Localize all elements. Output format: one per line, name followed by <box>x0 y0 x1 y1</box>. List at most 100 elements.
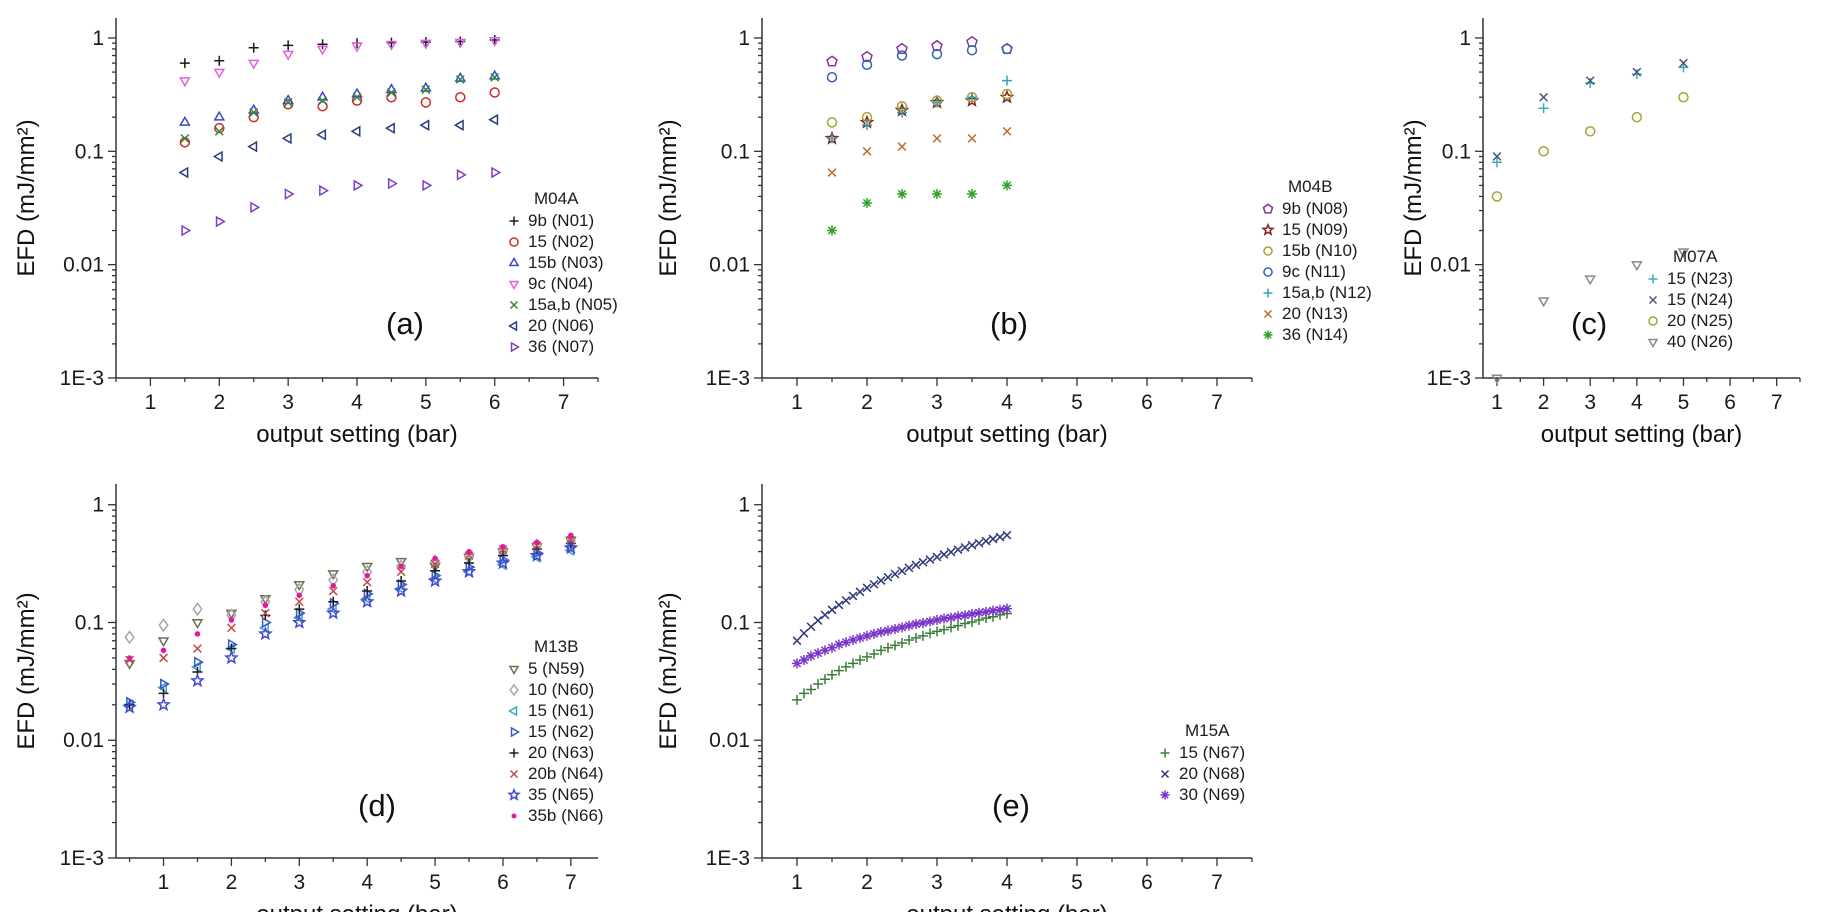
legend-title: M15A <box>1185 721 1230 740</box>
x-axis-ticks <box>761 378 1253 386</box>
y-axis-tick-labels: 1E-3 0.01 0.1 1 <box>60 494 104 870</box>
svg-text:3: 3 <box>293 871 305 894</box>
legend-item-label: 35 (N65) <box>528 785 595 804</box>
svg-text:0.01: 0.01 <box>1430 254 1471 277</box>
legend-item-label: 15a,b (N12) <box>1282 283 1372 302</box>
asterisk-marker-icon <box>1160 790 1170 799</box>
series-36 (N14) <box>827 180 1012 236</box>
panel-d-plot: 1 2 3 4 5 6 7 1E-3 0.01 0.1 1 output setting (bar) E… <box>13 484 598 912</box>
triangle-right-marker-icon <box>510 341 520 352</box>
axes <box>115 484 598 859</box>
y-axis-ticks <box>754 37 762 379</box>
y-axis-tick-labels: 1E-3 0.01 0.1 1 <box>706 27 750 390</box>
panel-c-tag: (c) <box>1571 306 1608 341</box>
plus-marker-icon <box>509 748 519 757</box>
plus-marker-icon <box>509 216 519 225</box>
x-axis-tick-labels: 1 2 3 4 5 6 7 <box>1491 391 1782 414</box>
panel-c-legend: M07A 15 (N23) 15 (N24) 20 (N25) 40 (N26) <box>1643 246 1733 352</box>
legend-title: M07A <box>1673 247 1718 266</box>
circle-marker-icon <box>1263 266 1273 277</box>
legend-item: 9b (N08) <box>1258 198 1372 219</box>
circle-marker-icon <box>1263 245 1273 256</box>
y-axis-title: EFD (mJ/mm²) <box>655 119 682 276</box>
legend-item: 20 (N25) <box>1643 310 1733 331</box>
panel-a-plot: 1 2 3 4 5 6 7 1E-3 0.01 0.1 1 output setting (bar) E… <box>13 18 599 448</box>
series-10 (N60) <box>124 533 577 645</box>
legend-title: M04A <box>534 189 579 208</box>
panel-e-legend: M15A 15 (N67) 20 (N68) 30 (N69) <box>1155 720 1245 805</box>
triangle-down-marker-icon <box>508 665 520 675</box>
svg-text:0.01: 0.01 <box>63 729 104 752</box>
legend-item: 20 (N06) <box>504 315 618 336</box>
svg-text:4: 4 <box>351 391 363 414</box>
svg-text:0.01: 0.01 <box>709 729 750 752</box>
legend-item: 5 (N59) <box>504 658 604 679</box>
svg-text:1E-3: 1E-3 <box>706 847 750 870</box>
legend-item-label: 36 (N07) <box>528 337 595 356</box>
legend-item: 15b (N10) <box>1258 240 1372 261</box>
series-20 (N25) <box>1491 91 1689 202</box>
svg-text:1: 1 <box>791 391 803 414</box>
svg-text:1E-3: 1E-3 <box>1427 367 1471 390</box>
y-axis-tick-labels: 1E-3 0.01 0.1 1 <box>60 27 104 390</box>
legend-item-label: 9c (N11) <box>1282 262 1346 281</box>
legend-item: 35 (N65) <box>504 784 604 805</box>
svg-text:0.01: 0.01 <box>709 254 750 277</box>
y-axis-title: EFD (mJ/mm²) <box>1400 119 1427 276</box>
svg-text:6: 6 <box>1141 391 1153 414</box>
legend-item: 15a,b (N05) <box>504 294 618 315</box>
legend-item-label: 15 (N02) <box>528 232 595 251</box>
svg-text:0.1: 0.1 <box>721 140 750 163</box>
x-axis-tick-labels: 1 2 3 4 5 6 7 <box>791 871 1223 894</box>
y-axis-tick-labels: 1E-3 0.01 0.1 1 <box>706 494 750 870</box>
svg-text:5: 5 <box>429 871 441 894</box>
series-9b (N01) <box>179 34 500 69</box>
series-35b (N66) <box>126 532 574 661</box>
panel-b-plot: 1 2 3 4 5 6 7 1E-3 0.01 0.1 1 output setting (bar) E… <box>655 18 1253 448</box>
svg-text:2: 2 <box>861 391 873 414</box>
x-marker-icon <box>509 300 519 309</box>
legend-item-label: 20 (N06) <box>528 316 595 335</box>
x-axis-tick-labels: 1 2 3 4 5 6 7 <box>791 391 1223 414</box>
legend-item-label: 9b (N08) <box>1282 199 1349 218</box>
y-axis-title: EFD (mJ/mm²) <box>13 592 40 749</box>
series-9c (N11) <box>826 43 1013 83</box>
svg-text:1: 1 <box>92 27 104 50</box>
svg-text:1: 1 <box>92 494 104 517</box>
svg-text:0.1: 0.1 <box>75 611 104 634</box>
y-axis-title: EFD (mJ/mm²) <box>655 592 682 749</box>
panel-c: 1 2 3 4 5 6 7 1E-3 0.01 0.1 1 output setting (bar) E… <box>1395 4 1825 452</box>
panel-e: 1 2 3 4 5 6 7 1E-3 0.01 0.1 1 output setting (bar) E… <box>650 468 1420 912</box>
legend-item: 15 (N23) <box>1643 268 1733 289</box>
legend-item: 15a,b (N12) <box>1258 282 1372 303</box>
panel-d-tag: (d) <box>358 788 396 823</box>
star-marker-icon <box>507 787 521 801</box>
panel-d: 1 2 3 4 5 6 7 1E-3 0.01 0.1 1 output setting (bar) E… <box>8 468 638 912</box>
series-36 (N07) <box>181 166 502 237</box>
legend-item-label: 20 (N63) <box>528 743 595 762</box>
plus-marker-icon <box>1160 748 1170 757</box>
panel-b-legend: M04B 9b (N08) 15 (N09) 15b (N10) 9c (N11) 15… <box>1258 176 1372 345</box>
svg-text:1: 1 <box>791 871 803 894</box>
x-axis-title: output setting (bar) <box>906 901 1107 912</box>
svg-text:1: 1 <box>158 871 170 894</box>
legend-item-label: 30 (N69) <box>1179 785 1246 804</box>
legend-item-label: 35b (N66) <box>528 806 604 825</box>
y-axis-ticks <box>108 504 116 859</box>
x-axis-title: output setting (bar) <box>256 901 457 912</box>
x-axis-ticks <box>128 858 572 866</box>
legend-item-label: 15b (N03) <box>528 253 604 272</box>
panel-a-legend: M04A 9b (N01) 15 (N02) 15b (N03) 9c (N04) 15… <box>504 188 618 357</box>
svg-text:0.1: 0.1 <box>721 611 750 634</box>
legend-item-label: 15 (N61) <box>528 701 595 720</box>
series-15 (N67) <box>792 608 1012 705</box>
svg-text:7: 7 <box>1771 391 1783 414</box>
series-15 (N02) <box>179 87 500 148</box>
svg-text:2: 2 <box>861 871 873 894</box>
legend-items: 5 (N59) 10 (N60) 15 (N61) 15 (N62) 20 (N63) 2… <box>504 658 604 826</box>
series-20 (N68) <box>792 530 1012 646</box>
circle-marker-icon <box>1648 315 1658 326</box>
svg-text:7: 7 <box>1211 871 1223 894</box>
svg-text:1E-3: 1E-3 <box>60 367 104 390</box>
